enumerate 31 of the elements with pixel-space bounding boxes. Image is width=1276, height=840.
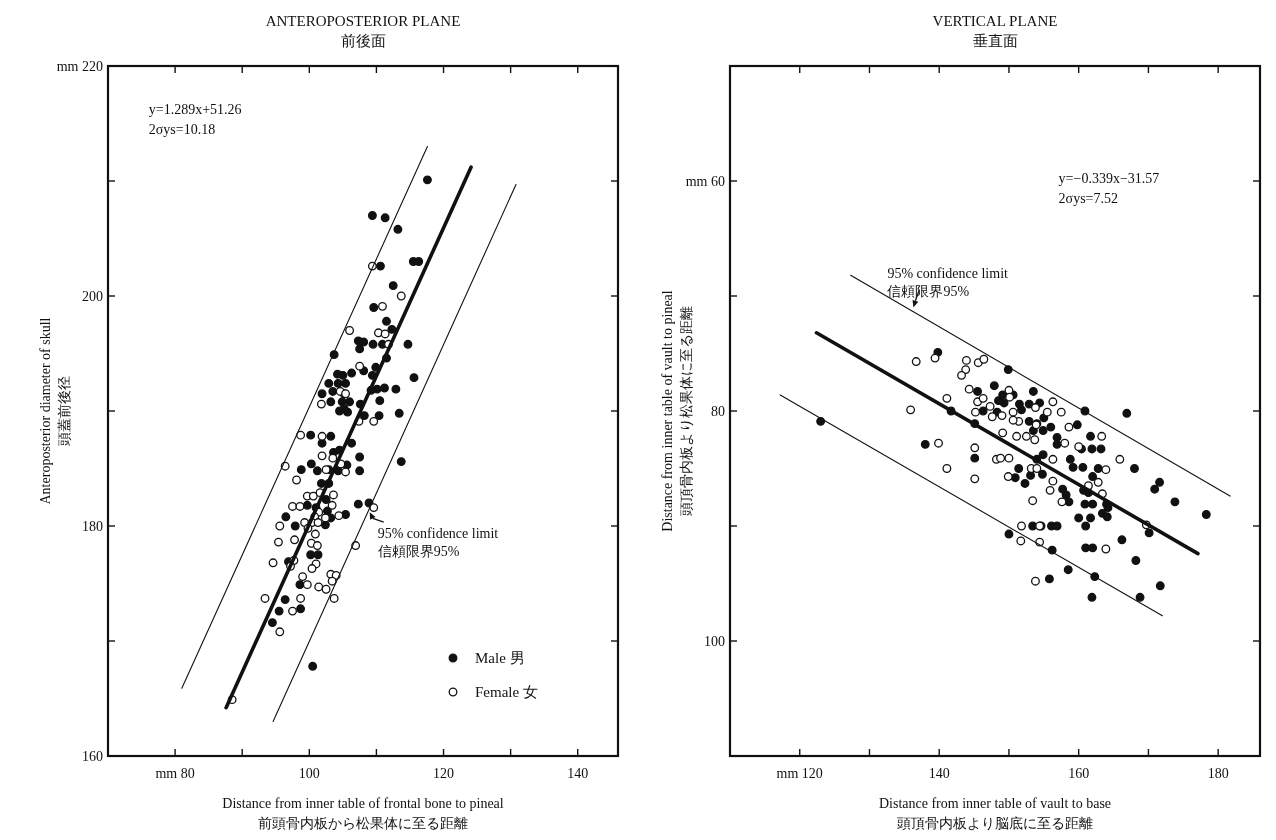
chart-title: VERTICAL PLANE [932, 13, 1058, 29]
x-tick-label: 140 [928, 766, 950, 781]
chart-subtitle: 前後面 [340, 33, 386, 49]
x-tick-label: mm 120 [776, 766, 823, 781]
x-tick-label: 160 [1068, 766, 1090, 781]
chart-subtitle: 垂直面 [972, 33, 1018, 49]
x-axis-title: Distance from inner table of frontal bone to pineal 前頭骨内板から松果体に至る距離 [222, 796, 504, 831]
y-tick-label: 160 [82, 749, 103, 764]
chart-title: ANTEROPOSTERIOR PLANE [265, 13, 461, 29]
x-tick-label: 120 [433, 766, 455, 781]
legend-label: Female 女 [475, 684, 538, 700]
y-axis-title: Anteroposterior diameter of skull 頭蓋前後径 [38, 317, 72, 505]
y-tick-label: 200 [82, 289, 103, 304]
y-tick-label: 180 [82, 519, 103, 534]
annotation: 2σys=10.18 [148, 122, 216, 138]
annotation: 2σys=7.52 [1058, 191, 1118, 207]
y-axis-title: Distance from inner table of vault to pineal 頭頂骨内板より松果体に至る距離 [660, 290, 694, 532]
legend-label: Male 男 [475, 650, 525, 666]
x-tick-label: mm 80 [155, 766, 195, 781]
y-tick-label: 80 [711, 404, 725, 419]
x-tick-label: 140 [567, 766, 589, 781]
y-tick-label: 100 [704, 634, 725, 649]
y-tick-label: mm 220 [56, 59, 103, 74]
annotation: 95% confidence limit 信頼限界95% [887, 265, 1009, 299]
annotation: y=−0.339x−31.57 [1058, 171, 1160, 187]
annotation: 95% confidence limit 信頼限界95% [377, 526, 499, 560]
x-tick-label: 100 [298, 766, 320, 781]
x-tick-label: 180 [1207, 766, 1229, 781]
annotation: y=1.289x+51.26 [148, 102, 242, 118]
x-axis-title: Distance from inner table of vault to base 頭頂骨内板より脳底に至る距離 [878, 796, 1112, 831]
y-tick-label: mm 60 [685, 174, 725, 189]
